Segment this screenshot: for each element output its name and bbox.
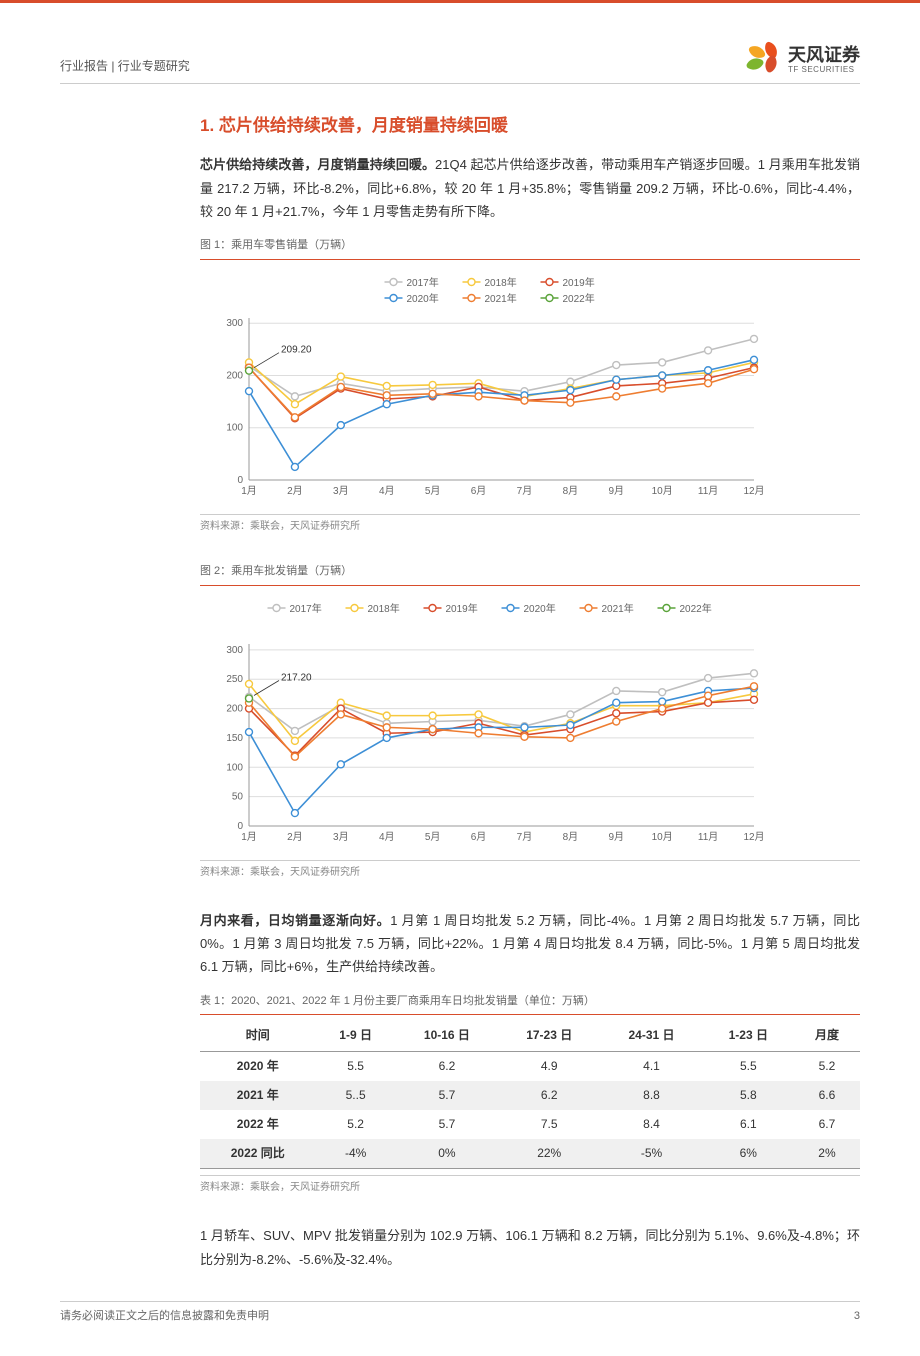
para2-bold: 月内来看，日均销量逐渐向好。 (200, 913, 390, 928)
company-logo: 天风证券 TF SECURITIES (748, 43, 860, 77)
svg-text:2月: 2月 (287, 485, 303, 497)
svg-text:4月: 4月 (379, 485, 395, 497)
svg-text:2017年: 2017年 (290, 602, 322, 615)
svg-text:200: 200 (226, 703, 243, 714)
paragraph-3: 1 月轿车、SUV、MPV 批发销量分别为 102.9 万辆、106.1 万辆和… (200, 1224, 860, 1271)
svg-text:2020年: 2020年 (524, 602, 556, 615)
svg-text:5月: 5月 (425, 831, 441, 843)
table-header: 1-9 日 (315, 1021, 395, 1051)
svg-text:0: 0 (237, 821, 243, 832)
chart1-source: 资料来源：乘联会，天风证券研究所 (200, 514, 860, 535)
svg-text:2018年: 2018年 (368, 602, 400, 615)
table-header: 10-16 日 (396, 1021, 498, 1051)
svg-text:2019年: 2019年 (446, 602, 478, 615)
logo-text: 天风证券 TF SECURITIES (788, 46, 860, 75)
table-header: 时间 (200, 1021, 315, 1051)
svg-text:1月: 1月 (241, 831, 257, 843)
para1-bold: 芯片供给持续改善，月度销量持续回暖。 (200, 157, 435, 172)
svg-text:8月: 8月 (563, 831, 579, 843)
svg-text:300: 300 (226, 644, 243, 655)
chart2-svg: 0 50 100 150 200 250 300 1月 2月 3月 4月 5月 6月 7月 8月 9月 10月 1… (204, 598, 764, 848)
svg-text:0: 0 (237, 475, 243, 486)
svg-text:217.20: 217.20 (281, 672, 312, 683)
main-content: 1. 芯片供给持续改善，月度销量持续回暖 芯片供给持续改善，月度销量持续回暖。2… (200, 112, 860, 1271)
table-header: 17-23 日 (498, 1021, 600, 1051)
svg-text:3月: 3月 (333, 485, 349, 497)
svg-text:2022年: 2022年 (680, 602, 712, 615)
svg-text:7月: 7月 (517, 485, 533, 497)
table-row: 2021 年5..55.76.28.85.86.6 (200, 1081, 860, 1110)
svg-text:3月: 3月 (333, 831, 349, 843)
svg-text:100: 100 (226, 423, 243, 434)
table1: 时间1-9 日10-16 日17-23 日24-31 日1-23 日月度2020… (200, 1021, 860, 1169)
svg-text:209.20: 209.20 (281, 345, 312, 356)
chart1-caption: 图 1：乘用车零售销量（万辆） (200, 237, 860, 260)
table1-caption: 表 1：2020、2021、2022 年 1 月份主要厂商乘用车日均批发销量（单… (200, 993, 860, 1016)
svg-text:100: 100 (226, 762, 243, 773)
table-header: 1-23 日 (703, 1021, 794, 1051)
svg-text:150: 150 (226, 732, 243, 743)
svg-text:6月: 6月 (471, 831, 487, 843)
svg-text:9月: 9月 (608, 831, 624, 843)
svg-text:5月: 5月 (425, 485, 441, 497)
section-title: 1. 芯片供给持续改善，月度销量持续回暖 (200, 112, 860, 139)
table-row: 2022 年5.25.77.58.46.16.7 (200, 1110, 860, 1139)
svg-text:2017年: 2017年 (407, 276, 439, 289)
breadcrumb: 行业报告 | 行业专题研究 (60, 57, 190, 76)
svg-text:8月: 8月 (563, 485, 579, 497)
footer-disclaimer: 请务必阅读正文之后的信息披露和免责申明 (60, 1308, 269, 1326)
page-footer: 请务必阅读正文之后的信息披露和免责申明 3 (60, 1301, 860, 1326)
svg-text:1月: 1月 (241, 485, 257, 497)
paragraph-1: 芯片供给持续改善，月度销量持续回暖。21Q4 起芯片供给逐步改善，带动乘用车产销… (200, 153, 860, 223)
chart2-source: 资料来源：乘联会，天风证券研究所 (200, 860, 860, 881)
report-page: 行业报告 | 行业专题研究 天风证券 TF SECURITIES 1. 芯片供给… (0, 0, 920, 1356)
svg-text:2021年: 2021年 (602, 602, 634, 615)
svg-text:10月: 10月 (652, 485, 673, 497)
logo-cn: 天风证券 (788, 46, 860, 66)
svg-text:2021年: 2021年 (485, 292, 517, 305)
svg-text:12月: 12月 (743, 485, 764, 497)
svg-text:11月: 11月 (698, 831, 718, 843)
table1-source: 资料来源：乘联会，天风证券研究所 (200, 1175, 860, 1196)
chart2-caption: 图 2：乘用车批发销量（万辆） (200, 563, 860, 586)
svg-text:6月: 6月 (471, 485, 487, 497)
svg-text:300: 300 (226, 318, 243, 329)
chart1-box: 0 100 200 300 1月 2月 3月 4月 5月 6月 7月 8月 9月 10月 11月 12月 201… (200, 266, 860, 508)
svg-text:50: 50 (232, 791, 244, 802)
svg-text:9月: 9月 (608, 485, 624, 497)
paragraph-2: 月内来看，日均销量逐渐向好。1 月第 1 周日均批发 5.2 万辆，同比-4%。… (200, 909, 860, 979)
svg-text:7月: 7月 (517, 831, 533, 843)
svg-text:2022年: 2022年 (563, 292, 595, 305)
logo-icon (748, 43, 782, 77)
chart1-svg: 0 100 200 300 1月 2月 3月 4月 5月 6月 7月 8月 9月 10月 11月 12月 201… (204, 272, 764, 502)
svg-text:12月: 12月 (743, 831, 764, 843)
svg-text:2月: 2月 (287, 831, 303, 843)
svg-text:2020年: 2020年 (407, 292, 439, 305)
svg-text:2018年: 2018年 (485, 276, 517, 289)
svg-text:10月: 10月 (652, 831, 673, 843)
logo-en: TF SECURITIES (788, 66, 860, 75)
page-header: 行业报告 | 行业专题研究 天风证券 TF SECURITIES (60, 43, 860, 84)
footer-page-number: 3 (854, 1308, 860, 1326)
svg-text:4月: 4月 (379, 831, 395, 843)
table-row: 2020 年5.56.24.94.15.55.2 (200, 1051, 860, 1081)
svg-text:11月: 11月 (698, 485, 718, 497)
svg-text:2019年: 2019年 (563, 276, 595, 289)
table-row: 2022 同比-4%0%22%-5%6%2% (200, 1139, 860, 1169)
chart2-box: 0 50 100 150 200 250 300 1月 2月 3月 4月 5月 6月 7月 8月 9月 10月 1… (200, 592, 860, 854)
svg-text:250: 250 (226, 674, 243, 685)
table-header: 月度 (794, 1021, 860, 1051)
svg-text:200: 200 (226, 370, 243, 381)
table-header: 24-31 日 (600, 1021, 702, 1051)
